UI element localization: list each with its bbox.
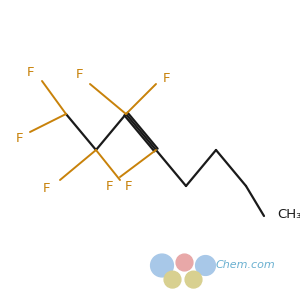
Text: F: F: [43, 182, 50, 196]
Circle shape: [185, 271, 202, 288]
Circle shape: [176, 254, 193, 271]
Circle shape: [196, 256, 215, 275]
Text: Chem.com: Chem.com: [216, 260, 276, 271]
Text: F: F: [163, 71, 170, 85]
Circle shape: [164, 271, 181, 288]
Circle shape: [151, 254, 173, 277]
Text: F: F: [26, 65, 34, 79]
Text: F: F: [76, 68, 83, 82]
Text: F: F: [16, 131, 23, 145]
Text: F: F: [125, 179, 133, 193]
Text: F: F: [106, 179, 113, 193]
Text: CH₃: CH₃: [278, 208, 300, 221]
